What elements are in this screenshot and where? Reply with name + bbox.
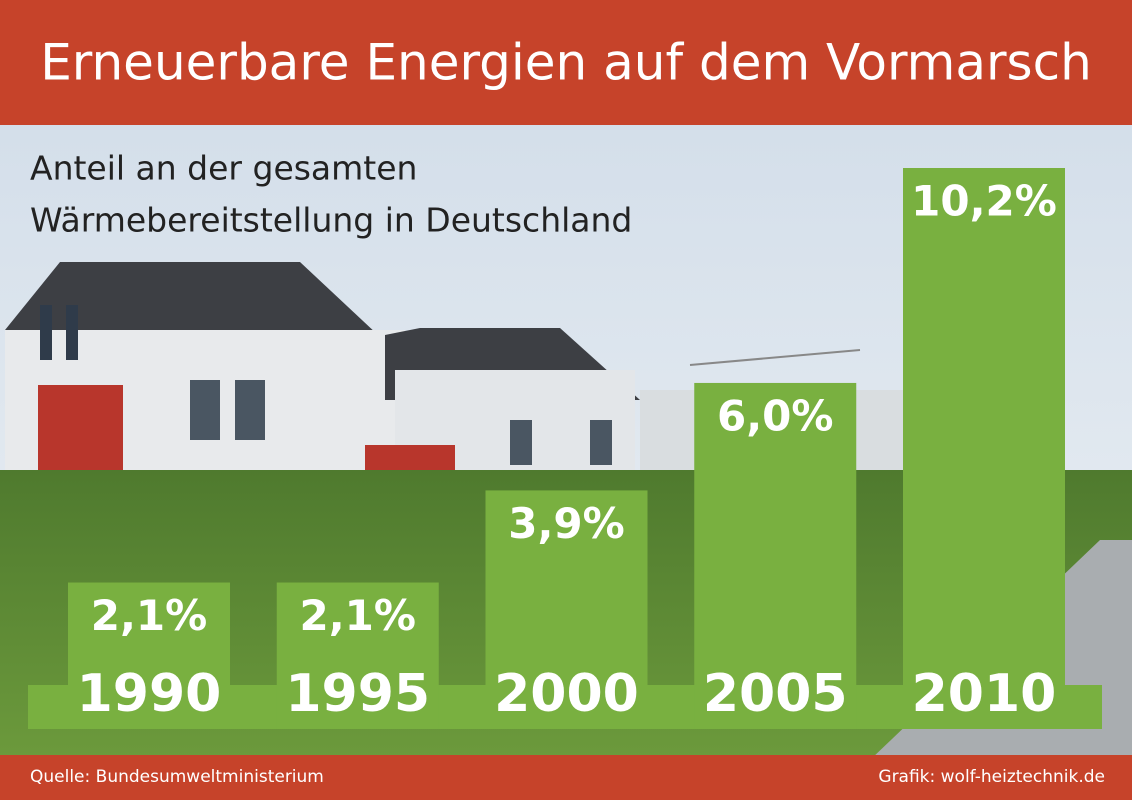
x-tick-label: 2000 bbox=[494, 664, 639, 724]
x-tick-label: 2010 bbox=[912, 664, 1057, 724]
credit: Grafik: wolf-heiztechnik.de bbox=[878, 767, 1105, 787]
value-label: 2,1% bbox=[300, 591, 416, 640]
x-tick-label: 1990 bbox=[77, 664, 222, 724]
bar bbox=[276, 582, 439, 729]
x-tick-label: 1995 bbox=[285, 664, 430, 724]
bar bbox=[903, 168, 1065, 729]
source: Quelle: Bundesumweltministerium bbox=[30, 767, 324, 787]
value-label: 3,9% bbox=[508, 499, 624, 548]
value-label: 6,0% bbox=[717, 391, 833, 440]
footer-bar bbox=[0, 755, 1132, 800]
title-bar bbox=[0, 0, 1132, 125]
value-label: 10,2% bbox=[911, 177, 1057, 226]
subtitle: Anteil an der gesamten bbox=[30, 149, 417, 188]
bar bbox=[68, 582, 230, 729]
x-tick-label: 2005 bbox=[703, 664, 848, 724]
subtitle: Wärmebereitstellung in Deutschland bbox=[30, 201, 632, 240]
value-label: 2,1% bbox=[91, 591, 207, 640]
bar bbox=[694, 382, 857, 729]
chart-title: Erneuerbare Energien auf dem Vormarsch bbox=[40, 34, 1092, 92]
bar bbox=[485, 490, 648, 729]
